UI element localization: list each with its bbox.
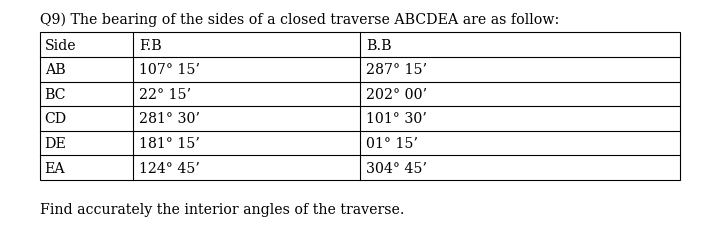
Text: 281° 30’: 281° 30’: [139, 112, 200, 126]
Text: B.B: B.B: [366, 38, 392, 52]
Text: F.B: F.B: [139, 38, 162, 52]
Text: 287° 15’: 287° 15’: [366, 63, 427, 77]
Text: 101° 30’: 101° 30’: [366, 112, 427, 126]
Text: 304° 45’: 304° 45’: [366, 161, 427, 175]
Bar: [40, 33, 680, 180]
Text: 22° 15’: 22° 15’: [139, 87, 191, 101]
Text: 01° 15’: 01° 15’: [366, 136, 418, 150]
Text: 107° 15’: 107° 15’: [139, 63, 200, 77]
Text: 202° 00’: 202° 00’: [366, 87, 427, 101]
Text: Q9) The bearing of the sides of a closed traverse ABCDEA are as follow:: Q9) The bearing of the sides of a closed…: [40, 13, 559, 27]
Text: CD: CD: [45, 112, 67, 126]
Text: Find accurately the interior angles of the traverse.: Find accurately the interior angles of t…: [40, 202, 404, 216]
Text: 181° 15’: 181° 15’: [139, 136, 200, 150]
Text: BC: BC: [45, 87, 66, 101]
Text: DE: DE: [45, 136, 66, 150]
Text: AB: AB: [45, 63, 66, 77]
Text: 124° 45’: 124° 45’: [139, 161, 200, 175]
Text: EA: EA: [45, 161, 66, 175]
Text: Side: Side: [45, 38, 76, 52]
